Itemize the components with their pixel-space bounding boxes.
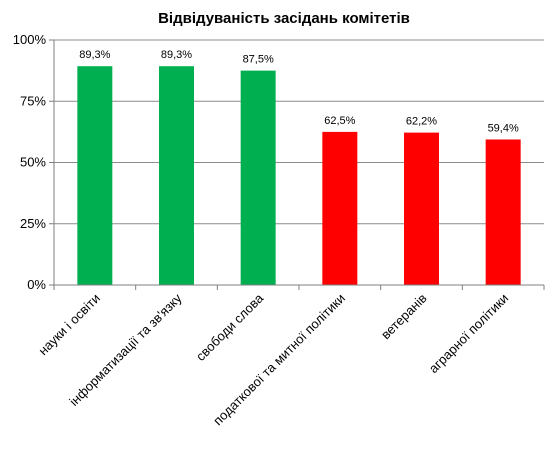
gridlines [49,39,544,286]
data-label: 87,5% [243,54,274,66]
bar [77,66,113,285]
category-label: аграрної політики [426,291,512,377]
category-label: ветеранів [378,290,430,342]
bar [240,70,276,285]
data-label: 59,4% [488,122,519,134]
bar [159,66,194,285]
y-tick-label: 75% [20,93,46,108]
y-tick-label: 25% [20,216,46,231]
y-tick-labels: 0% 25% 50% 75% 100% [13,32,47,292]
data-label: 89,3% [161,49,192,61]
bars [77,66,521,285]
bar [404,132,439,285]
category-label: науки і освіти [35,291,103,359]
category-label: свободи слова [193,290,267,364]
data-label: 89,3% [79,49,110,61]
data-labels: 89,3% 89,3% 87,5% 62,5% 62,2% 59,4% [79,49,519,134]
chart-title: Відвідуваність засідань комітетів [158,10,410,27]
axes [53,40,545,290]
data-label: 62,5% [324,115,355,127]
y-tick-label: 50% [20,155,46,170]
data-label: 62,2% [406,116,437,128]
y-tick-label: 0% [27,277,46,292]
bar [322,131,358,285]
bar [485,139,521,285]
category-label: податкової та митної політики [210,291,348,429]
y-tick-label: 100% [13,32,47,47]
